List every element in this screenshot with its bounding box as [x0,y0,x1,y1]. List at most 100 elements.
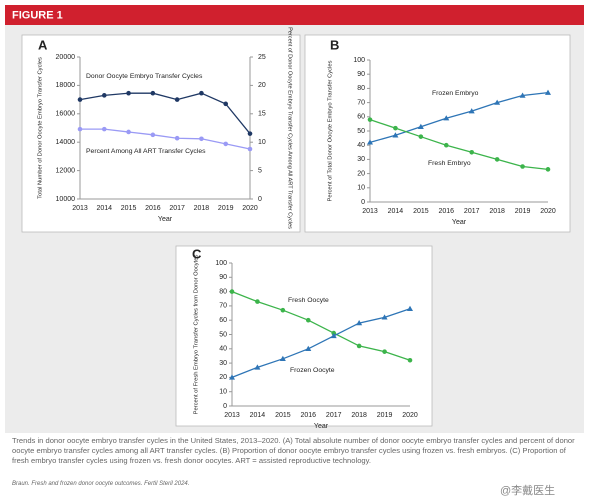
y-axis-label: Percent of Total Donor Oocyte Embryo Tra… [328,60,334,201]
series-label: Fresh Oocyte [288,297,329,304]
marker [545,167,551,172]
x-tick-label: 2016 [145,205,161,212]
chart-box [304,34,571,233]
x-tick-label: 2020 [402,412,418,419]
y2-tick-label: 15 [258,111,266,118]
panel-letter: C [192,246,202,261]
marker [382,349,387,354]
x-tick-label: 2016 [300,412,316,419]
x-axis-label: Year [452,219,467,226]
x-tick-label: 2018 [489,208,505,215]
y-tick-label: 60 [357,114,365,121]
y-tick-label: 0 [223,403,227,410]
chart-box [175,245,433,427]
x-tick-label: 2015 [275,412,291,419]
marker [469,150,475,155]
marker [254,364,261,370]
y2-tick-label: 25 [258,54,266,61]
series-label: Donor Oocyte Embryo Transfer Cycles [86,73,203,80]
marker [356,320,363,326]
marker [279,355,286,362]
x-tick-label: 2020 [540,208,556,215]
x-tick-label: 2017 [169,205,185,212]
marker [407,305,413,311]
marker [443,115,450,121]
marker [223,141,229,147]
marker [392,132,399,138]
x-tick-label: 2019 [377,412,393,419]
marker [126,129,131,135]
marker [280,307,286,313]
y-tick-label: 70 [219,303,227,310]
y-tick-label: 16000 [56,111,76,118]
marker [494,99,501,105]
marker [545,89,551,95]
marker [247,146,253,152]
y-tick-label: 100 [215,260,227,267]
marker [150,90,156,96]
header-bar [5,5,584,25]
x-tick-label: 2014 [250,412,266,419]
y2-tick-label: 20 [258,82,266,89]
series-line [231,308,411,379]
y-tick-label: 10 [357,185,365,192]
marker [519,92,526,98]
y-tick-label: 0 [361,199,365,206]
marker [229,374,235,380]
marker [356,343,362,349]
marker [367,139,373,145]
y-tick-label: 90 [357,71,365,78]
marker [417,123,424,129]
x-tick-label: 2015 [413,208,429,215]
y-tick-label: 10 [219,389,227,396]
citation: Braun. Fresh and frozen donor oocyte out… [12,481,190,487]
marker [520,164,525,169]
x-tick-label: 2013 [224,412,240,419]
marker [126,90,131,96]
y2-tick-label: 10 [258,139,266,146]
x-tick-label: 2016 [438,208,454,215]
y2-axis-label: Percent of Donor Oocyte Embryo Transfer … [287,27,293,229]
x-tick-label: 2018 [194,205,210,212]
x-tick-label: 2020 [242,205,258,212]
x-tick-label: 2017 [326,412,342,419]
marker [174,135,180,141]
y-tick-label: 10000 [56,196,76,203]
series-label: Fresh Embryo [428,160,471,167]
panel-letter: B [330,37,339,52]
series-line [231,290,411,361]
x-tick-label: 2019 [515,208,531,215]
marker [255,299,260,304]
marker [305,317,311,323]
y-tick-label: 18000 [56,82,76,89]
y-axis-label: Total Number of Donor Oocyte Embryo Tran… [38,57,44,199]
x-axis-label: Year [314,423,329,430]
marker [247,131,253,136]
marker [223,101,229,107]
marker [367,117,373,122]
series-label: Frozen Embryo [432,90,479,97]
y-tick-label: 30 [357,156,365,163]
marker [150,132,156,138]
marker [77,126,83,132]
x-tick-label: 2013 [72,205,88,212]
header: FIGURE 1 [12,9,63,21]
y-tick-label: 14000 [56,139,76,146]
marker [101,126,107,132]
marker [330,332,337,339]
panel-letter: A [38,37,48,52]
series-label: Percent Among All ART Transfer Cycles [86,148,206,155]
caption: Trends in donor oocyte embryo transfer c… [12,436,575,465]
y2-tick-label: 5 [258,167,262,174]
y-tick-label: 30 [219,360,227,367]
y2-tick-label: 0 [258,196,262,203]
x-tick-label: 2018 [351,412,367,419]
y-axis-label: Percent of Fresh Embryo Transfer Cycles … [194,255,200,415]
y-tick-label: 50 [357,128,365,135]
marker [443,142,449,148]
marker [77,97,83,102]
series-line [369,92,549,143]
marker [174,97,180,102]
y-tick-label: 20 [219,374,227,381]
